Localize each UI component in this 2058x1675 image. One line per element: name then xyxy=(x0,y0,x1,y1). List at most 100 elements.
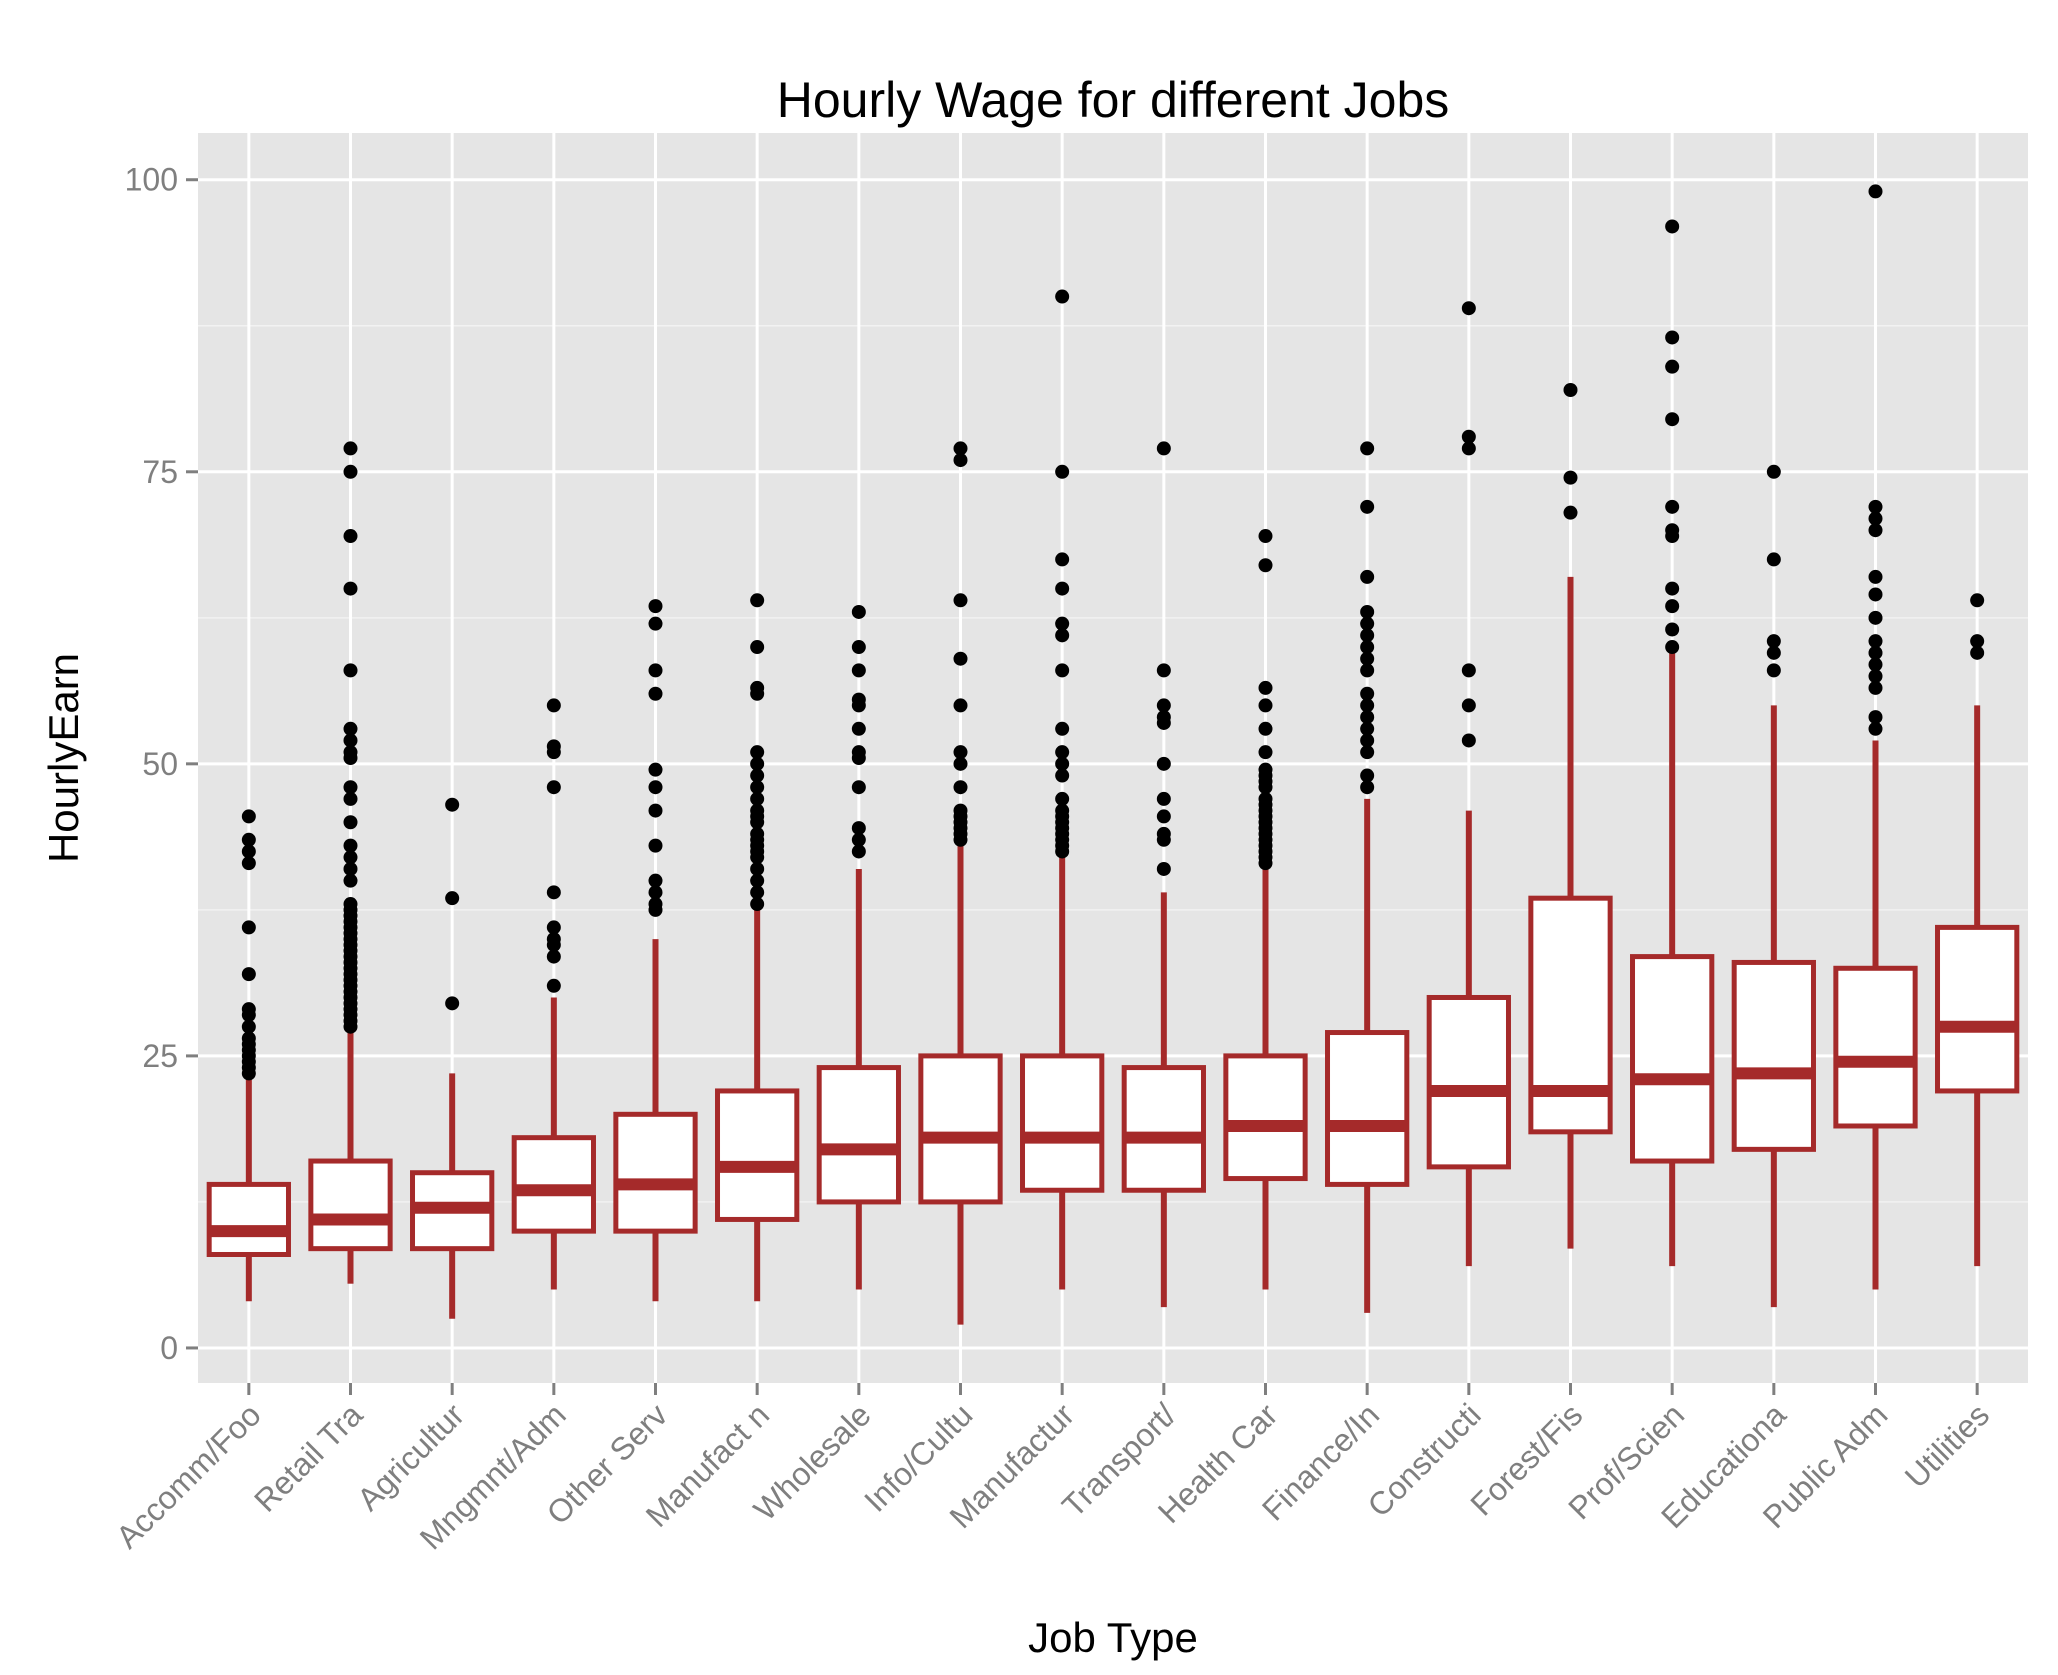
outlier-point xyxy=(343,861,358,876)
outlier-point xyxy=(1461,429,1476,444)
outlier-point xyxy=(1461,441,1476,456)
outlier-point xyxy=(648,616,663,631)
outlier-point xyxy=(1055,663,1070,678)
outlier-point xyxy=(1665,622,1680,637)
outlier-point xyxy=(750,826,765,841)
outlier-point xyxy=(1868,511,1883,526)
outlier-point xyxy=(546,949,561,964)
outlier-point xyxy=(1055,552,1070,567)
outlier-point xyxy=(1360,640,1375,655)
outlier-point xyxy=(1665,581,1680,596)
y-tick-label: 50 xyxy=(142,746,178,782)
outlier-point xyxy=(750,803,765,818)
outlier-point xyxy=(1258,762,1273,777)
outlier-point xyxy=(953,441,968,456)
outlier-point xyxy=(1360,628,1375,643)
outlier-point xyxy=(750,791,765,806)
outlier-point xyxy=(851,745,866,760)
box-info-cultu xyxy=(918,441,1003,1325)
box-body xyxy=(1731,959,1816,1152)
outlier-point xyxy=(648,838,663,853)
outlier-point xyxy=(750,640,765,655)
outlier-point xyxy=(851,832,866,847)
box-other-serv xyxy=(613,599,698,1302)
outlier-point xyxy=(1360,499,1375,514)
outlier-point xyxy=(1156,698,1171,713)
outlier-point xyxy=(851,663,866,678)
outlier-point xyxy=(1563,470,1578,485)
box-agricultur xyxy=(410,797,495,1319)
outlier-point xyxy=(1868,610,1883,625)
outlier-point xyxy=(1156,791,1171,806)
outlier-point xyxy=(1868,657,1883,672)
box-body xyxy=(1020,1053,1105,1193)
outlier-point xyxy=(953,651,968,666)
outlier-point xyxy=(1665,412,1680,427)
box-body xyxy=(918,1053,1003,1205)
outlier-point xyxy=(750,885,765,900)
outlier-point xyxy=(241,832,256,847)
outlier-point xyxy=(1360,569,1375,584)
outlier-point xyxy=(648,686,663,701)
outlier-point xyxy=(750,768,765,783)
outlier-point xyxy=(445,891,460,906)
box-finance-in xyxy=(1325,441,1410,1313)
outlier-point xyxy=(1055,791,1070,806)
outlier-point xyxy=(1360,441,1375,456)
outlier-point xyxy=(1055,768,1070,783)
outlier-point xyxy=(343,873,358,888)
box-body xyxy=(1935,924,2020,1094)
outlier-point xyxy=(1360,663,1375,678)
outlier-point xyxy=(750,593,765,608)
outlier-point xyxy=(1055,721,1070,736)
outlier-point xyxy=(343,464,358,479)
outlier-point xyxy=(648,873,663,888)
outlier-point xyxy=(953,745,968,760)
outlier-point xyxy=(241,1019,256,1034)
box-manufact-n xyxy=(715,593,800,1302)
outlier-point xyxy=(1766,634,1781,649)
outlier-point xyxy=(1360,733,1375,748)
outlier-point xyxy=(1766,663,1781,678)
outlier-point xyxy=(1461,301,1476,316)
outlier-point xyxy=(1156,441,1171,456)
outlier-point xyxy=(546,932,561,947)
outlier-point xyxy=(1665,330,1680,345)
plot-panel xyxy=(198,133,2028,1383)
outlier-point xyxy=(1461,733,1476,748)
outlier-point xyxy=(343,897,358,912)
outlier-point xyxy=(343,663,358,678)
outlier-point xyxy=(343,745,358,760)
box-body xyxy=(715,1088,800,1222)
outlier-point xyxy=(241,967,256,982)
outlier-point xyxy=(1563,383,1578,398)
outlier-point xyxy=(1868,569,1883,584)
outlier-point xyxy=(1360,710,1375,725)
outlier-point xyxy=(1461,663,1476,678)
outlier-point xyxy=(1665,599,1680,614)
grid-minor xyxy=(198,325,2028,1203)
outlier-point xyxy=(1360,780,1375,795)
box-health-car xyxy=(1223,529,1308,1290)
outlier-point xyxy=(546,920,561,935)
boxes-layer xyxy=(206,184,2020,1325)
outlier-point xyxy=(648,780,663,795)
box-body xyxy=(1223,1053,1308,1182)
outlier-point xyxy=(445,797,460,812)
box-constructi xyxy=(1426,301,1511,1267)
box-manufactur xyxy=(1020,289,1105,1290)
outlier-point xyxy=(241,809,256,824)
outlier-point xyxy=(1461,698,1476,713)
outlier-point xyxy=(1868,710,1883,725)
outlier-point xyxy=(343,441,358,456)
outlier-point xyxy=(851,844,866,859)
box-forest-fis xyxy=(1528,383,1613,1249)
outlier-point xyxy=(1360,698,1375,713)
box-transport- xyxy=(1121,441,1206,1308)
outlier-point xyxy=(851,692,866,707)
outlier-point xyxy=(343,791,358,806)
y-tick-label: 100 xyxy=(125,162,178,198)
outlier-point xyxy=(953,453,968,468)
outlier-point xyxy=(1258,791,1273,806)
box-prof-scien xyxy=(1630,219,1715,1267)
